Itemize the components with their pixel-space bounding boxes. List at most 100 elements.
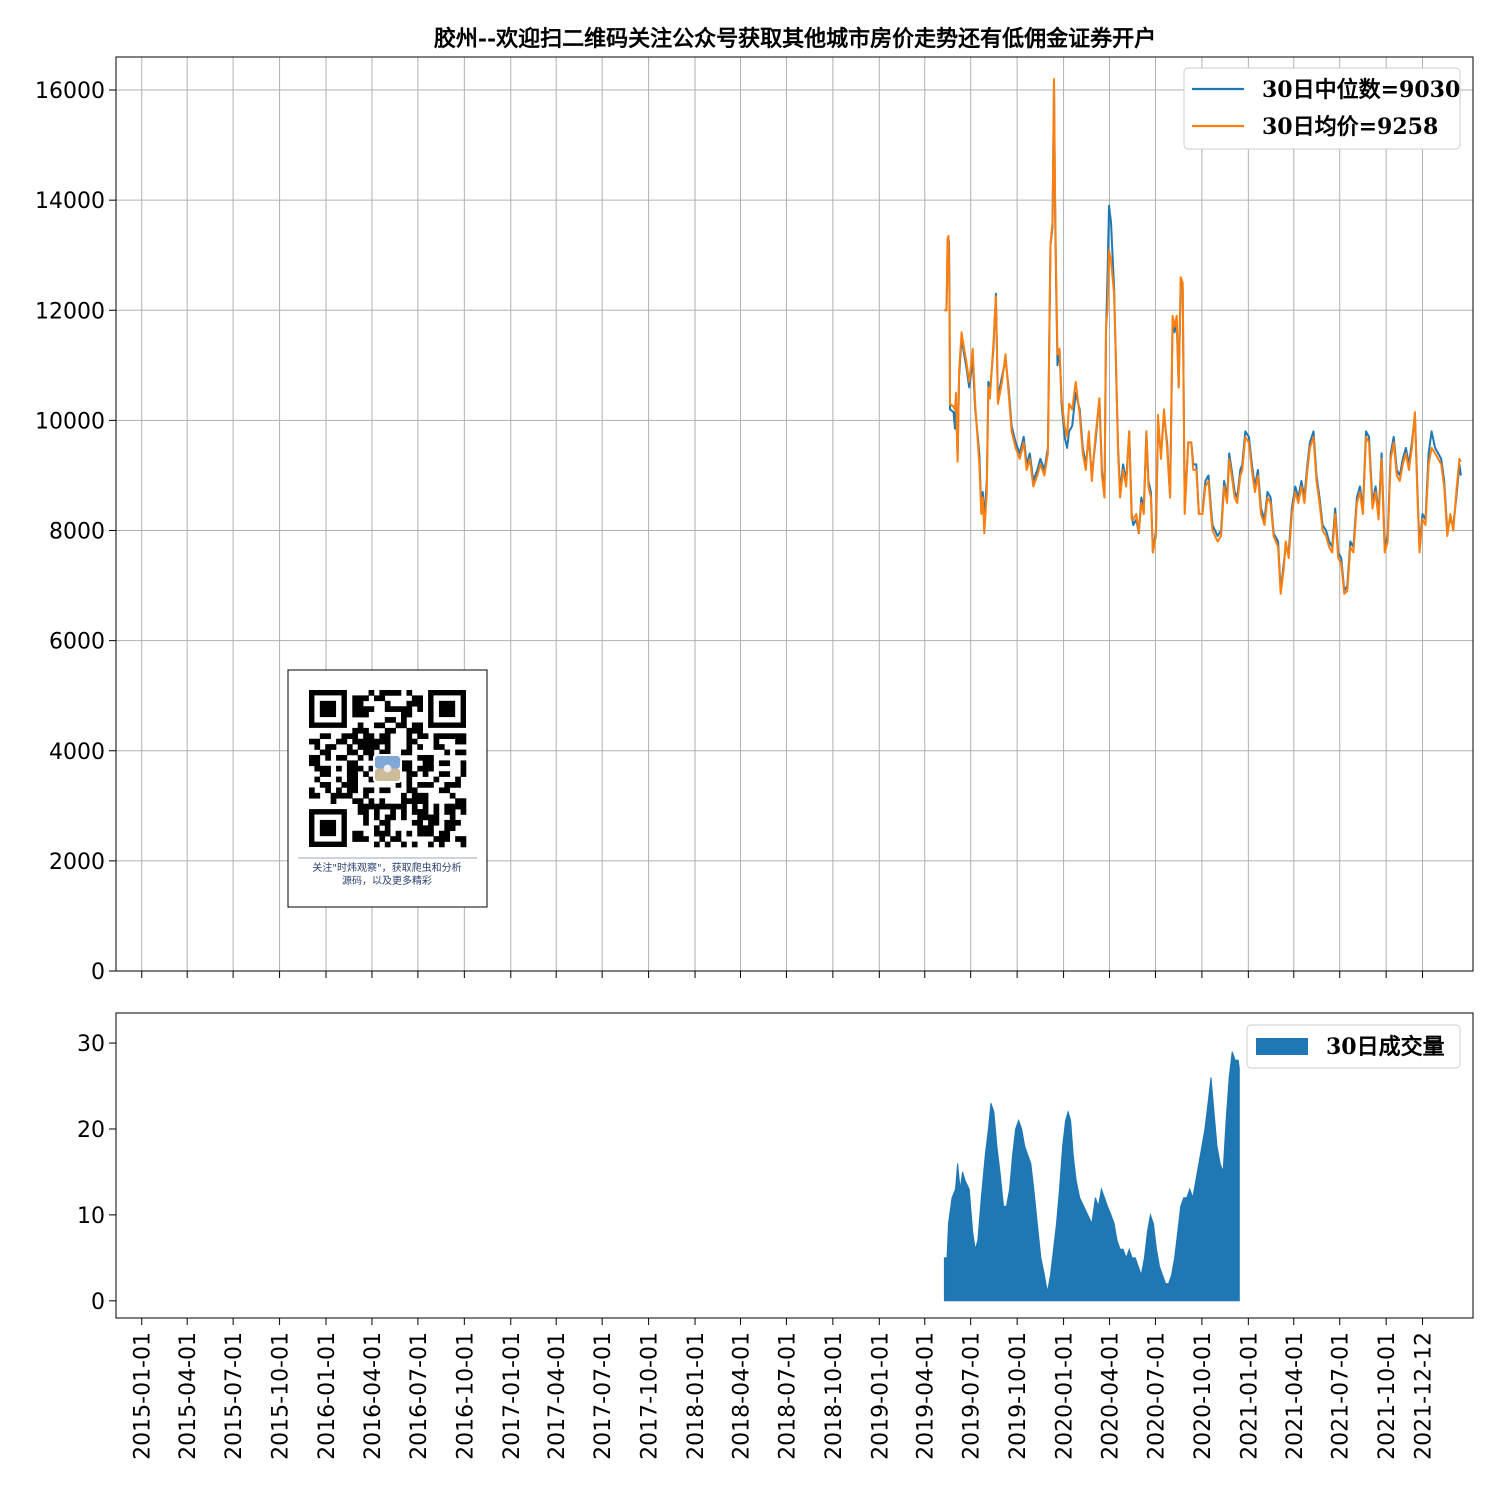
qr-module	[401, 706, 407, 712]
qr-module	[352, 695, 359, 702]
qr-module	[352, 782, 359, 788]
qr-module	[411, 727, 418, 734]
qr-module	[357, 738, 364, 745]
qr-module	[411, 803, 418, 810]
qr-module	[373, 825, 380, 832]
qr-module	[357, 706, 364, 712]
qr-module	[455, 798, 461, 804]
qr-module	[460, 803, 467, 810]
qr-module	[390, 727, 396, 734]
y-tick-label: 20	[77, 1118, 105, 1143]
qr-module	[422, 760, 429, 767]
qr-module	[336, 765, 342, 772]
qr-module	[368, 787, 375, 794]
qr-module	[401, 841, 407, 848]
qr-module	[325, 787, 331, 794]
qr-module	[357, 711, 364, 718]
qr-module	[417, 727, 423, 734]
qr-module	[395, 782, 402, 788]
x-tick-label: 2015-04-01	[176, 1332, 201, 1460]
qr-module	[406, 733, 413, 740]
qr-module	[357, 754, 364, 761]
qr-module	[401, 765, 407, 772]
qr-module	[384, 841, 391, 848]
qr-module	[336, 776, 342, 783]
qr-module	[401, 803, 407, 810]
qr-module	[352, 749, 359, 756]
qr-module	[455, 782, 461, 788]
qr-module	[384, 825, 391, 832]
qr-avatar-sand	[374, 768, 401, 782]
y-tick-label: 14000	[35, 189, 105, 214]
qr-module	[406, 706, 413, 712]
qr-module	[406, 744, 413, 750]
qr-module	[460, 733, 467, 740]
qr-module	[341, 782, 348, 788]
qr-module	[325, 754, 331, 761]
qr-module	[411, 819, 418, 826]
qr-module	[411, 798, 418, 804]
qr-module	[433, 738, 440, 745]
qr-module	[401, 711, 407, 718]
qr-module	[411, 722, 418, 729]
qr-module	[346, 760, 353, 767]
qr-module	[460, 749, 467, 756]
qr-module	[352, 711, 359, 718]
qr-module	[460, 798, 467, 804]
qr-module	[379, 836, 386, 842]
qr-module	[352, 738, 359, 745]
qr-module	[379, 749, 386, 756]
qr-module	[444, 819, 451, 826]
qr-module	[395, 830, 402, 837]
qr-module	[411, 771, 418, 777]
x-tick-label: 2020-10-01	[1191, 1332, 1216, 1460]
price-chart-legend: 30日中位数=9030 30日均价=9258	[1183, 67, 1461, 150]
qr-module	[314, 754, 321, 761]
qr-module	[384, 749, 391, 756]
qr-module	[390, 803, 396, 810]
qr-module	[417, 695, 423, 702]
qr-module	[373, 722, 380, 729]
x-tick-label: 2018-10-01	[822, 1332, 847, 1460]
qr-module	[417, 744, 423, 750]
qr-module	[330, 744, 337, 750]
qr-module	[357, 836, 364, 842]
qr-module	[346, 776, 353, 783]
qr-module	[411, 695, 418, 702]
x-tick-label: 2018-04-01	[729, 1332, 754, 1460]
qr-finder-inner	[438, 700, 456, 718]
qr-module	[368, 803, 375, 810]
qr-module	[368, 738, 375, 745]
qr-module	[444, 787, 451, 794]
qr-module	[346, 733, 353, 740]
qr-module	[433, 809, 440, 815]
qr-module	[417, 754, 423, 761]
qr-module	[401, 749, 407, 756]
qr-module	[401, 792, 407, 799]
qr-module	[390, 717, 396, 723]
chart-title: 胶州--欢迎扫二维码关注公众号获取其他城市房价走势还有低佣金证券开户	[434, 26, 1156, 52]
qr-module	[428, 760, 434, 767]
qr-module	[417, 819, 423, 826]
qr-module	[401, 722, 407, 729]
qr-module	[346, 765, 353, 772]
qr-module	[417, 792, 423, 799]
qr-module	[363, 749, 369, 756]
qr-module	[373, 814, 380, 821]
qr-module	[341, 792, 348, 799]
qr-module	[449, 814, 456, 821]
series-line-mean	[944, 78, 1462, 595]
qr-module	[319, 782, 326, 788]
qr-module	[422, 809, 429, 815]
qr-module	[428, 819, 434, 826]
qr-module	[346, 787, 353, 794]
qr-module	[336, 792, 342, 799]
qr-module	[379, 803, 386, 810]
qr-module	[390, 809, 396, 815]
qr-module	[406, 760, 413, 767]
qr-module	[336, 754, 342, 761]
qr-module	[384, 819, 391, 826]
qr-module	[417, 722, 423, 729]
qr-module	[406, 738, 413, 745]
qr-module	[460, 760, 467, 767]
